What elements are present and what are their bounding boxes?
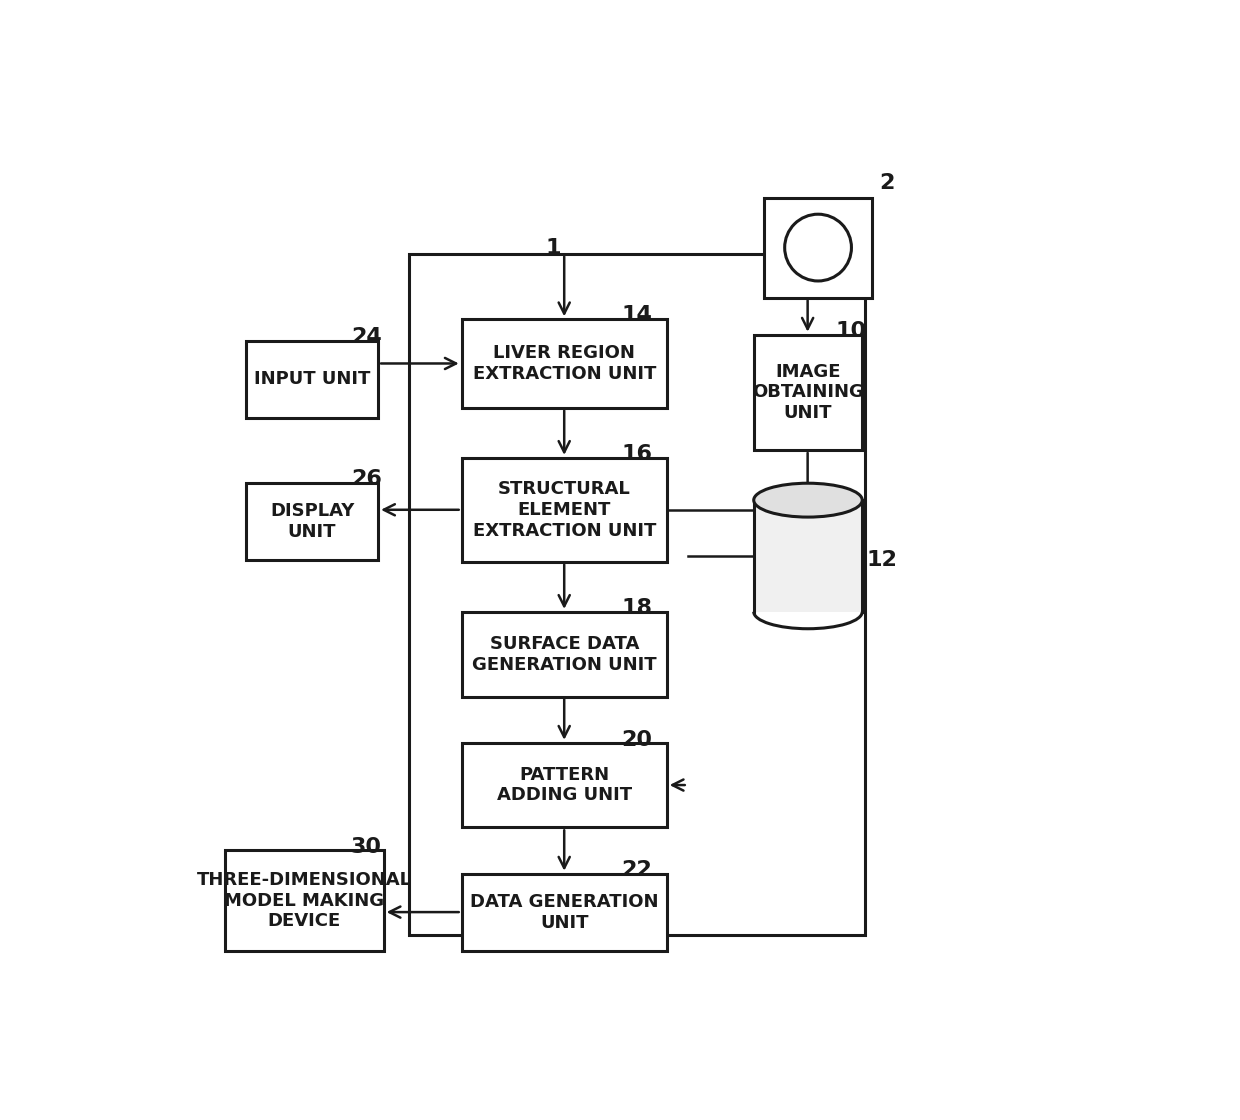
Text: 22: 22 xyxy=(621,860,652,879)
Text: 26: 26 xyxy=(352,469,383,489)
Text: DISPLAY
UNIT: DISPLAY UNIT xyxy=(270,502,355,541)
Text: IMAGE
OBTAINING
UNIT: IMAGE OBTAINING UNIT xyxy=(751,363,863,422)
Bar xyxy=(226,850,383,951)
Ellipse shape xyxy=(754,483,862,517)
Bar xyxy=(461,874,667,951)
Text: SURFACE DATA
GENERATION UNIT: SURFACE DATA GENERATION UNIT xyxy=(472,635,656,673)
Text: 10: 10 xyxy=(836,320,867,340)
Text: DATA GENERATION
UNIT: DATA GENERATION UNIT xyxy=(470,893,658,932)
Bar xyxy=(461,612,667,697)
Text: THREE-DIMENSIONAL
MODEL MAKING
DEVICE: THREE-DIMENSIONAL MODEL MAKING DEVICE xyxy=(197,870,412,931)
Text: 12: 12 xyxy=(867,550,898,570)
Text: 20: 20 xyxy=(621,729,652,749)
Text: 14: 14 xyxy=(621,306,652,325)
Bar xyxy=(246,483,378,560)
Text: LIVER REGION
EXTRACTION UNIT: LIVER REGION EXTRACTION UNIT xyxy=(472,344,656,383)
Text: PATTERN
ADDING UNIT: PATTERN ADDING UNIT xyxy=(497,766,631,804)
Bar xyxy=(409,254,866,935)
Bar xyxy=(754,335,862,450)
Bar xyxy=(461,458,667,562)
Bar xyxy=(754,501,862,612)
Text: 2: 2 xyxy=(879,172,894,193)
Text: 24: 24 xyxy=(352,327,382,347)
Bar xyxy=(764,197,872,298)
Text: INPUT UNIT: INPUT UNIT xyxy=(254,371,371,389)
Text: 1: 1 xyxy=(546,239,560,259)
Bar xyxy=(461,319,667,408)
Text: 18: 18 xyxy=(621,598,652,618)
Text: 30: 30 xyxy=(351,837,382,857)
Bar xyxy=(246,340,378,418)
Text: 16: 16 xyxy=(621,444,652,464)
Bar xyxy=(461,743,667,828)
Text: STRUCTURAL
ELEMENT
EXTRACTION UNIT: STRUCTURAL ELEMENT EXTRACTION UNIT xyxy=(472,480,656,540)
